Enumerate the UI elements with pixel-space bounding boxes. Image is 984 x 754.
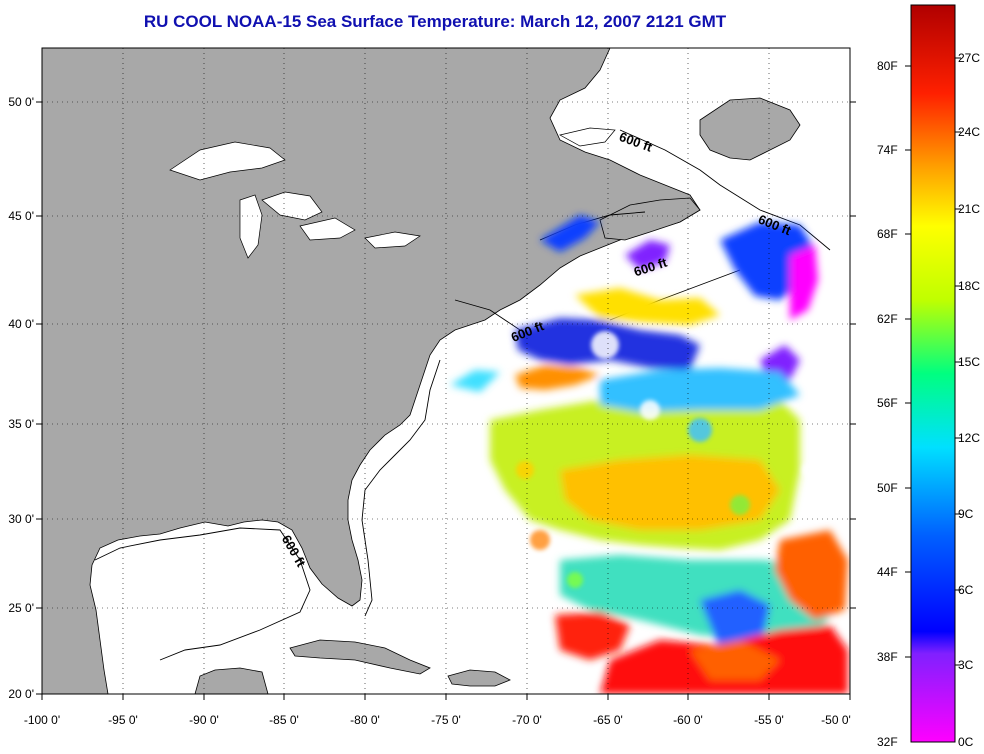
atlantic-canada-land bbox=[699, 97, 801, 161]
colorbar-c-label: 15C bbox=[958, 355, 980, 369]
colorbar-f-label: 38F bbox=[877, 650, 898, 664]
colorbar-c-label: 0C bbox=[958, 735, 974, 749]
tick-marks bbox=[36, 101, 856, 700]
colorbar-f-label: 80F bbox=[877, 59, 898, 73]
lon-label: -80 0' bbox=[350, 713, 380, 727]
latitude-labels: 50 0' 45 0' 40 0' 35 0' 30 0' 25 0' 20 0… bbox=[8, 95, 34, 701]
colorbar-ticks bbox=[905, 57, 961, 666]
yucatan-land bbox=[194, 667, 269, 694]
lon-label: -70 0' bbox=[512, 713, 542, 727]
lon-label: -95 0' bbox=[108, 713, 138, 727]
lon-label: -50 0' bbox=[821, 713, 851, 727]
map-plot-area: 600 ft 600 ft 600 ft 600 ft 600 ft bbox=[42, 48, 850, 694]
great-lakes bbox=[169, 127, 616, 259]
lon-label: -85 0' bbox=[269, 713, 299, 727]
colorbar-c-label: 21C bbox=[958, 202, 980, 216]
colorbar-c-label: 18C bbox=[958, 279, 980, 293]
sst-speckle bbox=[516, 331, 818, 588]
sst-data-layer bbox=[450, 215, 848, 694]
colorbar-f-label: 74F bbox=[877, 143, 898, 157]
lat-label: 20 0' bbox=[8, 687, 34, 701]
colorbar-f-label: 50F bbox=[877, 481, 898, 495]
colorbar-c-label: 12C bbox=[958, 431, 980, 445]
colorbar-c-label: 3C bbox=[958, 658, 974, 672]
lat-label: 25 0' bbox=[8, 601, 34, 615]
nova-scotia-land bbox=[599, 197, 701, 241]
colorbar-gradient bbox=[910, 4, 956, 743]
colorbar-c-label: 9C bbox=[958, 507, 974, 521]
map-title: RU COOL NOAA-15 Sea Surface Temperature:… bbox=[143, 12, 727, 31]
lon-label: -100 0' bbox=[24, 713, 60, 727]
colorbar-f-label: 62F bbox=[877, 312, 898, 326]
colorbar-f-label: 68F bbox=[877, 227, 898, 241]
lat-label: 45 0' bbox=[8, 209, 34, 223]
hispaniola-land bbox=[447, 669, 511, 687]
lat-label: 40 0' bbox=[8, 317, 34, 331]
colorbar-f-label: 32F bbox=[877, 735, 898, 749]
longitude-labels: -100 0' -95 0' -90 0' -85 0' -80 0' -75 … bbox=[24, 713, 851, 727]
lat-label: 50 0' bbox=[8, 95, 34, 109]
cuba-land bbox=[289, 639, 431, 675]
colorbar-c-label: 27C bbox=[958, 51, 980, 65]
lat-label: 35 0' bbox=[8, 417, 34, 431]
lon-label: -55 0' bbox=[754, 713, 784, 727]
lon-label: -90 0' bbox=[189, 713, 219, 727]
colorbar-c-label: 24C bbox=[958, 125, 980, 139]
colorbar-c-label: 6C bbox=[958, 583, 974, 597]
lon-label: -65 0' bbox=[593, 713, 623, 727]
temperature-colorbar: 80F 74F 68F 62F 56F 50F 44F 38F 32F 27C … bbox=[877, 4, 980, 749]
colorbar-f-label: 44F bbox=[877, 565, 898, 579]
lat-label: 30 0' bbox=[8, 512, 34, 526]
lon-label: -60 0' bbox=[673, 713, 703, 727]
lon-label: -75 0' bbox=[431, 713, 461, 727]
north-america-land bbox=[42, 48, 701, 694]
colorbar-f-label: 56F bbox=[877, 396, 898, 410]
